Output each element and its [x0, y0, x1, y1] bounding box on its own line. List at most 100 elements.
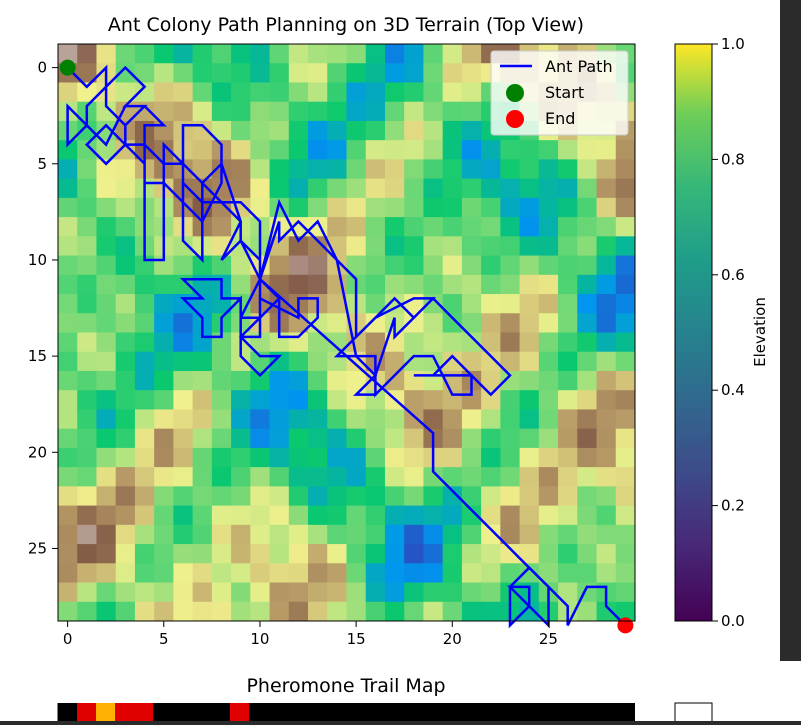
terrain-cell: [58, 294, 78, 314]
terrain-cell: [558, 236, 578, 257]
terrain-cell: [211, 44, 232, 64]
terrain-cell: [327, 178, 347, 199]
terrain-cell: [77, 217, 97, 237]
terrain-cell: [596, 370, 617, 391]
terrain-cell: [615, 486, 636, 507]
terrain-cell: [346, 428, 367, 449]
terrain-cell: [423, 236, 444, 257]
terrain-cell: [384, 486, 405, 507]
terrain-cell: [481, 178, 501, 199]
terrain-cell: [519, 140, 540, 160]
terrain-cell: [115, 351, 136, 372]
terrain-cell: [615, 524, 636, 545]
terrain-cell: [58, 505, 78, 526]
terrain-cell: [211, 524, 232, 545]
terrain-cell: [231, 140, 251, 160]
colorbar-tick-label: 0.8: [721, 150, 745, 168]
pheromone-title: Pheromone Trail Map: [246, 675, 445, 697]
terrain-cell: [481, 197, 501, 218]
terrain-cell: [308, 582, 328, 603]
terrain-cell: [481, 524, 501, 545]
terrain-cell: [115, 486, 136, 507]
terrain-cell: [288, 274, 309, 295]
terrain-cell: [442, 524, 463, 545]
terrain-cell: [250, 486, 271, 507]
terrain-cell: [384, 544, 405, 564]
terrain-cell: [231, 120, 251, 141]
terrain-cell: [577, 236, 598, 257]
terrain-cell: [404, 236, 424, 257]
terrain-cell: [404, 524, 424, 545]
terrain-cell: [519, 197, 540, 218]
terrain-cell: [538, 255, 559, 276]
y-tick-label: 5: [37, 155, 47, 173]
terrain-cell: [404, 101, 424, 122]
terrain-cell: [500, 370, 521, 391]
terrain-cell: [442, 236, 463, 257]
legend-box: [490, 50, 629, 136]
terrain-cell: [577, 563, 598, 584]
terrain-cell: [327, 486, 347, 507]
terrain-cell: [327, 140, 347, 160]
terrain-cell: [231, 370, 251, 391]
terrain-cell: [481, 351, 501, 372]
terrain-cell: [442, 447, 463, 468]
terrain-cell: [461, 601, 482, 622]
terrain-cell: [596, 178, 617, 199]
terrain-cell: [269, 447, 290, 468]
terrain-cell: [77, 447, 97, 468]
terrain-cell: [384, 332, 405, 353]
terrain-cell: [577, 447, 598, 468]
terrain-cell: [173, 544, 194, 564]
terrain-cell: [365, 524, 386, 545]
terrain-cell: [481, 294, 501, 314]
terrain-cell: [481, 505, 501, 526]
terrain-cell: [154, 563, 174, 584]
terrain-cell: [58, 351, 78, 372]
terrain-cell: [423, 313, 444, 333]
terrain-cell: [461, 197, 482, 218]
terrain-cell: [58, 217, 78, 237]
terrain-cell: [384, 409, 405, 430]
terrain-cell: [596, 313, 617, 333]
terrain-cell: [577, 428, 598, 449]
terrain-cell: [558, 274, 578, 295]
colorbar-tick-label: 0.6: [721, 266, 745, 284]
y-axis: 0 5 10 15 20 25: [28, 59, 58, 557]
terrain-cell: [154, 82, 174, 103]
terrain-cell: [96, 582, 117, 603]
terrain-cell: [231, 390, 251, 410]
pheromone-heatmap: [58, 703, 635, 723]
terrain-cell: [538, 544, 559, 564]
terrain-cell: [481, 563, 501, 584]
terrain-cell: [77, 582, 97, 603]
terrain-cell: [346, 101, 367, 122]
terrain-cell: [577, 390, 598, 410]
terrain-cell: [596, 390, 617, 410]
terrain-cell: [423, 217, 444, 237]
terrain-cell: [519, 409, 540, 430]
terrain-cell: [58, 178, 78, 199]
terrain-cell: [250, 544, 271, 564]
terrain-cell: [538, 274, 559, 295]
terrain-cell: [519, 178, 540, 199]
terrain-cell: [404, 601, 424, 622]
terrain-cell: [134, 486, 155, 507]
terrain-cell: [404, 544, 424, 564]
terrain-cell: [442, 178, 463, 199]
terrain-cell: [250, 101, 271, 122]
terrain-cell: [577, 159, 598, 180]
terrain-cell: [461, 313, 482, 333]
terrain-cell: [384, 159, 405, 180]
terrain-cell: [423, 390, 444, 410]
terrain-cell: [365, 486, 386, 507]
terrain-cell: [77, 332, 97, 353]
terrain-cell: [423, 582, 444, 603]
terrain-cell: [596, 236, 617, 257]
terrain-cell: [365, 544, 386, 564]
terrain-cell: [134, 332, 155, 353]
terrain-cell: [211, 120, 232, 141]
terrain-cell: [288, 409, 309, 430]
terrain-cell: [615, 390, 636, 410]
terrain-cell: [134, 505, 155, 526]
